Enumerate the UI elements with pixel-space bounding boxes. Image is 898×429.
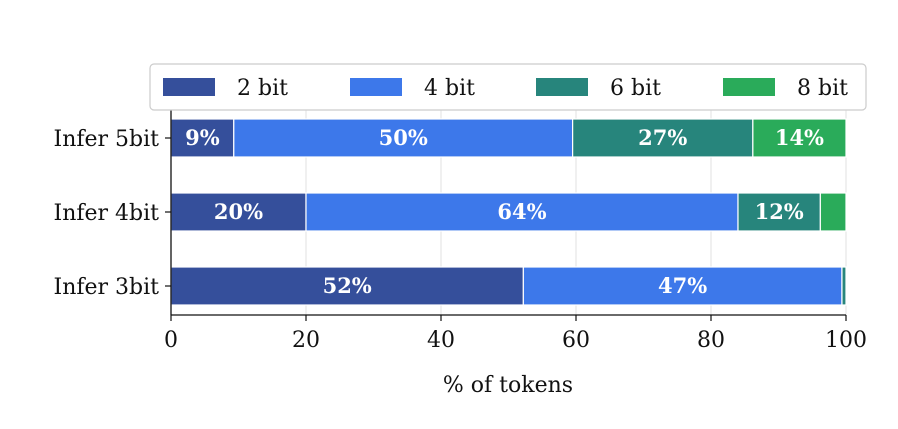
bar-segment	[752, 118, 847, 158]
legend-swatch	[536, 78, 588, 96]
bar-segment	[522, 266, 843, 306]
category-label: Infer 4bit	[54, 201, 160, 226]
legend-box	[149, 63, 867, 111]
bar-segment	[170, 118, 235, 158]
legend-swatch	[350, 78, 402, 96]
x-tick-label: 20	[292, 328, 320, 353]
legend-swatch	[723, 78, 775, 96]
x-tick-label: 0	[164, 328, 178, 353]
bar-data-label: 12%	[755, 199, 804, 224]
x-axis-label: % of tokens	[443, 373, 573, 398]
legend-label: 8 bit	[797, 76, 848, 101]
x-tick-label: 100	[825, 328, 867, 353]
x-tick-label: 60	[562, 328, 590, 353]
axes-group: 0 20 40 60 80 100 Infer 5bit Infer 4bit Infer 3b…	[54, 108, 867, 353]
bar-segment	[305, 192, 739, 232]
bar-data-label: 47%	[658, 273, 707, 298]
bar-segment	[819, 192, 847, 232]
legend: 2 bit 4 bit 6 bit 8 bit	[149, 63, 867, 111]
bar-data-label: 50%	[379, 125, 428, 150]
legend-label: 4 bit	[424, 76, 475, 101]
bar-segment	[841, 266, 847, 306]
bar-segment	[170, 266, 524, 306]
bar-data-label: 64%	[497, 199, 546, 224]
legend-swatch	[163, 78, 215, 96]
category-label: Infer 3bit	[54, 275, 160, 300]
bar-segment	[170, 192, 307, 232]
bar-data-label: 27%	[638, 125, 687, 150]
bar-data-label: 14%	[775, 125, 824, 150]
legend-label: 6 bit	[610, 76, 661, 101]
bar-data-label: 9%	[185, 125, 220, 150]
x-tick-label: 40	[427, 328, 455, 353]
bar-segment	[737, 192, 821, 232]
legend-label: 2 bit	[237, 76, 288, 101]
bars-group: 9% 50% 27% 14% 20% 64% 12% 52% 47%	[170, 118, 847, 306]
x-tick-label: 80	[697, 328, 725, 353]
category-label: Infer 5bit	[54, 127, 160, 152]
bar-data-label: 20%	[214, 199, 263, 224]
bar-data-label: 52%	[323, 273, 372, 298]
